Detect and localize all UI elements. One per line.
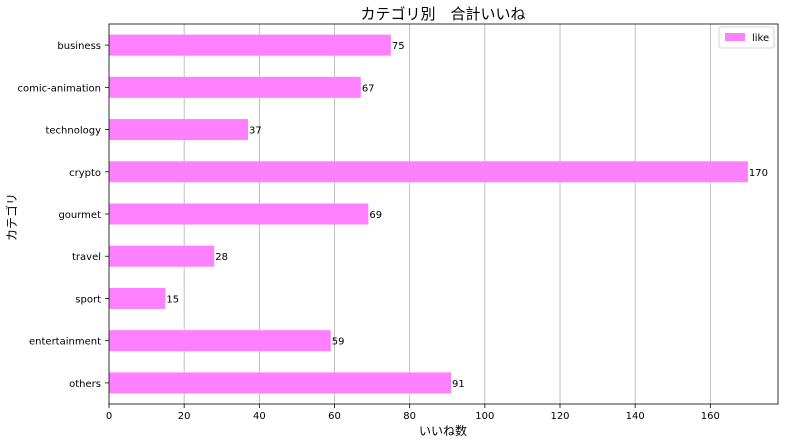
category-label: business [57,41,101,52]
bar-others [109,372,452,394]
category-label: comic-animation [17,83,101,94]
category-label: travel [72,252,101,263]
x-tick-label: 0 [106,411,112,422]
value-label: 67 [362,83,375,94]
bars-group [109,34,748,394]
legend-label: like [752,33,769,44]
category-label: gourmet [58,210,101,221]
category-label: entertainment [29,337,101,348]
category-label: crypto [69,168,101,179]
bar-crypto [109,161,748,183]
x-axis-title: いいね数 [419,423,467,438]
bar-entertainment [109,330,331,352]
y-axis-title: カテゴリ [4,193,19,241]
value-label: 28 [215,252,228,263]
x-tick-label: 80 [403,411,416,422]
value-label: 69 [369,210,382,221]
x-tick-label: 120 [550,411,569,422]
legend: like [718,26,775,49]
value-label: 59 [332,337,345,348]
x-tick-label: 100 [475,411,494,422]
value-label: 15 [166,294,179,305]
x-tick-label: 160 [701,411,720,422]
legend-box [718,26,775,49]
x-tick-label: 60 [328,411,341,422]
bar-comic-animation [109,76,361,98]
value-label: 37 [249,126,262,137]
bar-technology [109,119,249,141]
value-label: 91 [452,379,465,390]
value-label: 170 [749,168,768,179]
legend-swatch [725,33,745,41]
chart-title: カテゴリ別 合計いいね [360,5,525,23]
bar-travel [109,245,215,267]
y-axis-ticks: business comic-animation technology crypto g… [17,41,109,390]
value-label: 75 [392,41,405,52]
category-label: technology [45,126,101,137]
x-axis-ticks: 0 20 40 60 80 100 120 140 160 [106,404,720,422]
x-tick-label: 20 [178,411,191,422]
category-label: sport [75,294,101,305]
category-label: others [69,379,101,390]
value-labels-group: 75 67 37 170 69 28 15 59 91 [166,41,768,390]
bar-sport [109,287,166,309]
x-tick-label: 40 [253,411,266,422]
bar-business [109,34,391,56]
x-tick-label: 140 [626,411,645,422]
bar-gourmet [109,203,369,225]
